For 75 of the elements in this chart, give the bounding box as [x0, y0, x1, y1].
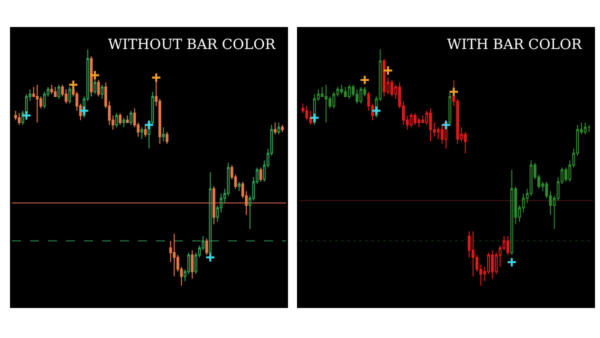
candlestick [208, 172, 212, 256]
chart-title: WITHOUT BAR COLOR [108, 37, 276, 53]
candlestick [18, 112, 21, 126]
candlestick [118, 112, 122, 126]
candlestick [305, 105, 308, 121]
candlestick [64, 88, 68, 104]
candlestick [414, 112, 416, 126]
point [382, 65, 394, 76]
candlestick [100, 84, 104, 100]
candlestick [410, 112, 413, 128]
candlestick [340, 84, 343, 95]
candlestick [588, 124, 591, 133]
point [78, 106, 90, 116]
candlestick [359, 86, 362, 104]
candlestick [57, 84, 60, 100]
candlestick [356, 88, 358, 104]
candlestick [50, 84, 54, 95]
candlestick [126, 114, 129, 124]
point [371, 106, 382, 116]
point [21, 110, 32, 121]
point [506, 256, 517, 268]
candlestick [130, 110, 132, 126]
candlestick [212, 186, 216, 225]
candlestick [421, 114, 424, 124]
candlestick [172, 233, 176, 277]
candlestick [348, 84, 351, 100]
candlestick [440, 124, 444, 144]
candlestick [448, 91, 452, 126]
candlestick [259, 167, 262, 182]
candlestick [472, 230, 475, 277]
candlestick [36, 84, 39, 124]
candlestick [277, 122, 280, 135]
candlestick [309, 110, 312, 126]
candlestick [115, 112, 118, 128]
candlestick [166, 132, 168, 144]
candlestick [510, 169, 514, 256]
candlestick [144, 124, 147, 138]
candlestick [90, 56, 93, 98]
point [360, 74, 370, 86]
candlestick [429, 108, 432, 142]
point [448, 86, 459, 97]
candlestick [205, 238, 208, 256]
candlestick [238, 181, 241, 192]
candlestick [490, 250, 494, 280]
candlestick [390, 79, 394, 98]
point [440, 120, 452, 130]
candlestick [54, 86, 57, 98]
candlestick [417, 117, 420, 128]
candlestick [332, 91, 336, 109]
candlestick [382, 58, 386, 98]
candlestick [274, 122, 277, 135]
candlestick [162, 126, 165, 142]
point [68, 79, 78, 90]
candlestick [344, 86, 347, 98]
point [90, 70, 100, 80]
candlestick [43, 91, 46, 109]
candlestick [190, 250, 194, 280]
candlestick [436, 126, 440, 140]
candlestick [140, 126, 144, 140]
candlestick [324, 84, 328, 124]
candlestick [584, 122, 587, 135]
point [205, 252, 216, 263]
candlestick [506, 236, 510, 256]
point [309, 112, 320, 124]
candlestick [464, 132, 467, 154]
point [151, 72, 162, 83]
candlestick [281, 124, 284, 133]
chart-title: WITH BAR COLOR [447, 37, 582, 53]
candlestick [14, 110, 17, 121]
candlestick [68, 86, 72, 104]
candlestick [97, 79, 100, 98]
point [144, 120, 154, 130]
candlestick [313, 94, 316, 126]
candlestick [94, 77, 96, 95]
candlestick [122, 117, 126, 128]
